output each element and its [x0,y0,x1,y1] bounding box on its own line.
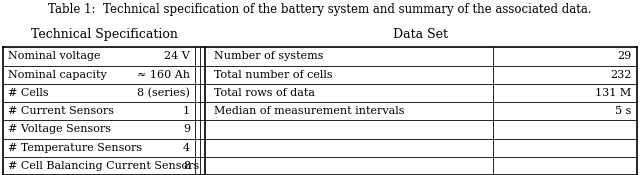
Text: 8: 8 [183,161,190,171]
Text: # Current Sensors: # Current Sensors [8,106,115,116]
Text: Nominal capacity: Nominal capacity [8,70,107,80]
Text: 24 V: 24 V [164,51,190,61]
Text: Total number of cells: Total number of cells [214,70,333,80]
Text: Table 1:  Technical specification of the battery system and summary of the assoc: Table 1: Technical specification of the … [48,3,592,16]
Text: 5 s: 5 s [615,106,632,116]
Text: 8 (series): 8 (series) [137,88,190,98]
Text: Data Set: Data Set [394,28,448,41]
Text: ≈ 160 Ah: ≈ 160 Ah [137,70,190,80]
Text: Total rows of data: Total rows of data [214,88,316,98]
Text: 131 M: 131 M [595,88,632,98]
Text: 9: 9 [183,124,190,134]
Text: Number of systems: Number of systems [214,51,324,61]
Text: Nominal voltage: Nominal voltage [8,51,101,61]
Text: Median of measurement intervals: Median of measurement intervals [214,106,405,116]
Text: 1: 1 [183,106,190,116]
Text: 4: 4 [183,143,190,153]
Text: 29: 29 [618,51,632,61]
Text: # Cells: # Cells [8,88,49,98]
Text: # Voltage Sensors: # Voltage Sensors [8,124,111,134]
Text: 232: 232 [611,70,632,80]
Text: # Cell Balancing Current Sensors: # Cell Balancing Current Sensors [8,161,200,171]
Text: # Temperature Sensors: # Temperature Sensors [8,143,143,153]
Text: Technical Specification: Technical Specification [31,28,177,41]
